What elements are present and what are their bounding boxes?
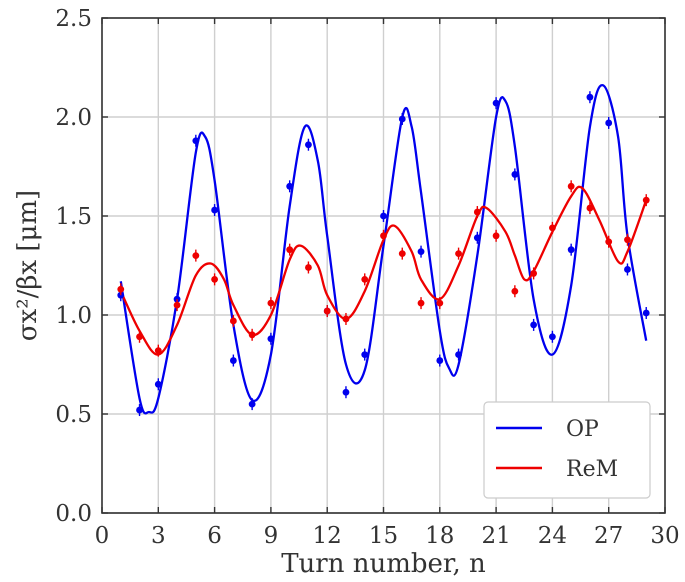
legend-box: [483, 401, 651, 499]
data-point-op: [398, 115, 406, 123]
data-point-rem: [323, 307, 331, 315]
data-point-rem: [173, 301, 181, 309]
data-point-rem: [549, 224, 556, 232]
data-point-rem: [361, 275, 369, 283]
data-point-rem: [248, 331, 256, 339]
x-tick-label: 15: [369, 523, 398, 549]
data-point-op: [361, 351, 369, 358]
data-point-op: [586, 93, 594, 101]
data-point-op: [229, 357, 237, 364]
data-point-rem: [417, 299, 425, 307]
data-point-op: [605, 119, 613, 127]
y-axis-label: σx²/βx [μm]: [13, 190, 43, 341]
data-point-rem: [530, 270, 538, 277]
legend-label-rem: ReM: [566, 457, 618, 482]
y-tick-label: 1.5: [55, 204, 92, 230]
x-tick-label: 18: [425, 523, 454, 549]
x-tick-label: 30: [650, 523, 679, 549]
data-point-rem: [154, 347, 162, 355]
data-point-op: [624, 266, 631, 273]
data-point-op: [473, 234, 481, 242]
fit-curve-rem: [119, 185, 648, 356]
data-point-op: [642, 309, 650, 317]
data-point-rem: [229, 317, 237, 325]
x-tick-label: 27: [594, 523, 623, 549]
data-point-op: [549, 333, 556, 341]
data-point-op: [136, 406, 143, 414]
legend-label-op: OP: [566, 417, 599, 442]
data-point-rem: [398, 250, 406, 258]
y-tick-label: 1.0: [55, 303, 92, 329]
data-point-rem: [586, 204, 594, 212]
data-point-rem: [192, 252, 200, 259]
point-layer: [117, 91, 650, 417]
x-tick-label: 24: [538, 523, 567, 549]
data-point-rem: [211, 275, 219, 283]
data-point-op: [286, 182, 294, 190]
data-point-rem: [455, 250, 462, 258]
y-tick-label: 2.0: [55, 105, 92, 131]
x-tick-label: 21: [481, 523, 510, 549]
data-point-op: [267, 335, 275, 343]
data-point-rem: [473, 208, 481, 216]
data-point-rem: [642, 196, 650, 204]
data-point-rem: [492, 232, 500, 240]
data-point-rem: [511, 287, 519, 295]
x-tick-label: 12: [313, 523, 342, 549]
data-point-op: [511, 171, 519, 178]
curve-layer: [119, 84, 648, 415]
data-point-op: [455, 351, 462, 358]
data-point-rem: [624, 236, 631, 244]
data-point-rem: [380, 232, 387, 240]
data-point-rem: [267, 299, 275, 307]
data-point-op: [211, 206, 219, 214]
data-point-op: [380, 212, 387, 220]
data-point-rem: [117, 285, 125, 293]
x-axis-label: Turn number, n: [281, 549, 486, 579]
x-tick-label: 3: [151, 523, 166, 549]
data-point-rem: [605, 238, 613, 246]
data-point-op: [248, 400, 256, 408]
x-tick-label: 9: [264, 523, 279, 549]
data-point-op: [154, 380, 162, 388]
x-tick-label: 0: [95, 523, 110, 549]
data-point-rem: [436, 299, 444, 307]
data-point-rem: [342, 315, 350, 323]
y-tick-label: 0.0: [55, 501, 92, 527]
x-tick-label: 6: [207, 523, 222, 549]
y-tick-label: 2.5: [55, 6, 92, 32]
data-point-rem: [305, 264, 312, 271]
tick-layer: 0 3 6 9 12 15 18 21 24 27 30 0.0 0.5 1.0 1.5 2.0 2.5: [55, 6, 679, 549]
data-point-op: [492, 99, 500, 107]
data-point-op: [417, 248, 425, 256]
data-point-op: [305, 141, 312, 149]
fit-curve-op: [119, 84, 648, 415]
data-point-rem: [567, 182, 575, 190]
data-point-op: [192, 137, 200, 145]
data-point-op: [436, 357, 444, 364]
data-point-op: [342, 388, 350, 396]
data-point-op: [530, 321, 538, 329]
legend: OP ReM: [483, 401, 651, 499]
data-point-op: [567, 246, 575, 254]
data-point-rem: [286, 246, 294, 254]
y-tick-label: 0.5: [55, 402, 92, 428]
data-point-rem: [136, 333, 143, 341]
